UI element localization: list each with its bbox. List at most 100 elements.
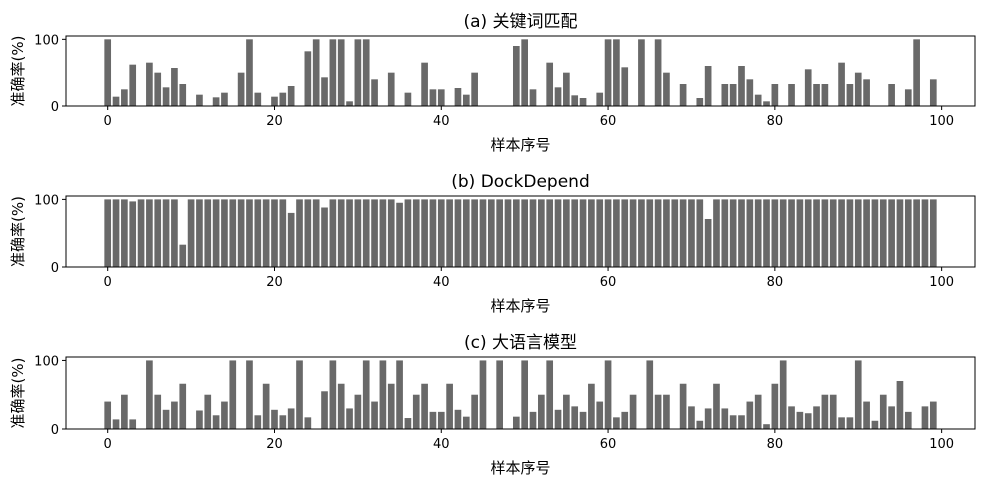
bar (571, 406, 579, 429)
bar (921, 199, 929, 267)
bar (346, 101, 353, 106)
bar (629, 199, 637, 267)
bar (871, 199, 879, 267)
bar (596, 199, 604, 267)
bar (654, 394, 662, 429)
x-tick-label: 0 (104, 437, 112, 452)
bar (404, 418, 412, 429)
bar (496, 199, 503, 267)
bar (454, 88, 462, 106)
bar (813, 84, 820, 106)
bar (287, 212, 295, 267)
bar (321, 77, 328, 106)
chart-title: (c) 大语言模型 (464, 333, 577, 353)
bar (171, 401, 178, 429)
bar (271, 409, 278, 429)
x-tick-label: 60 (600, 114, 617, 129)
bar (246, 360, 253, 429)
y-tick-label: 0 (51, 261, 59, 276)
bar (846, 417, 854, 429)
bar (446, 199, 453, 267)
bar (404, 199, 412, 267)
bar (646, 199, 654, 267)
bar (196, 94, 203, 106)
y-tick-label: 100 (34, 193, 59, 208)
bar (296, 199, 303, 267)
bar (221, 199, 228, 267)
bar (179, 244, 187, 267)
bar (921, 406, 929, 429)
bar (521, 199, 528, 267)
bar (754, 94, 762, 106)
bar (579, 98, 587, 106)
bar (529, 199, 537, 267)
bar (546, 199, 554, 267)
bar (162, 409, 170, 429)
bar (896, 381, 904, 429)
bar (154, 394, 162, 429)
bar (496, 360, 503, 429)
bar (462, 416, 470, 429)
bar (254, 92, 262, 106)
bar (613, 417, 620, 429)
x-axis-label: 样本序号 (490, 136, 550, 154)
bar (421, 199, 428, 267)
bar (604, 39, 612, 106)
y-axis-label: 准确率(%) (9, 358, 27, 429)
bar (779, 199, 787, 267)
bar (171, 199, 178, 267)
bar (763, 424, 770, 429)
bar (638, 199, 645, 267)
bar (362, 199, 370, 267)
chart-title: (a) 关键词匹配 (463, 12, 577, 32)
bar (579, 411, 587, 429)
bar (229, 199, 237, 267)
bar (696, 199, 704, 267)
bar (471, 199, 478, 267)
bar (137, 199, 145, 267)
bar (154, 72, 162, 106)
bar (829, 199, 837, 267)
bar (804, 69, 812, 106)
bar (379, 360, 387, 429)
bar (471, 394, 478, 429)
bar (613, 199, 620, 267)
bar (729, 84, 737, 106)
bar (462, 199, 470, 267)
bar (212, 199, 220, 267)
bar (196, 199, 203, 267)
bar (337, 39, 345, 106)
bar (738, 66, 745, 106)
bar (746, 401, 754, 429)
bar (596, 92, 604, 106)
bar (863, 199, 870, 267)
bar (546, 360, 554, 429)
bar (379, 199, 387, 267)
bar (412, 199, 420, 267)
bar (179, 383, 187, 429)
bar (863, 401, 870, 429)
bar (121, 394, 128, 429)
bar (554, 199, 562, 267)
axes-frame (65, 195, 976, 268)
bar (621, 67, 629, 106)
bar (838, 417, 845, 429)
bar (679, 383, 687, 429)
bar (146, 62, 153, 106)
bar (721, 408, 729, 429)
bar (696, 98, 704, 106)
bar (929, 199, 937, 267)
bar (571, 199, 579, 267)
bar (321, 207, 328, 267)
y-tick-label: 0 (51, 100, 59, 115)
bar (254, 199, 262, 267)
bar (146, 360, 153, 429)
bar (429, 411, 437, 429)
bar (437, 89, 445, 106)
bar (387, 199, 395, 267)
x-tick-label: 100 (929, 437, 954, 452)
bar (563, 72, 570, 106)
y-tick-label: 0 (51, 423, 59, 438)
bar (346, 408, 353, 429)
